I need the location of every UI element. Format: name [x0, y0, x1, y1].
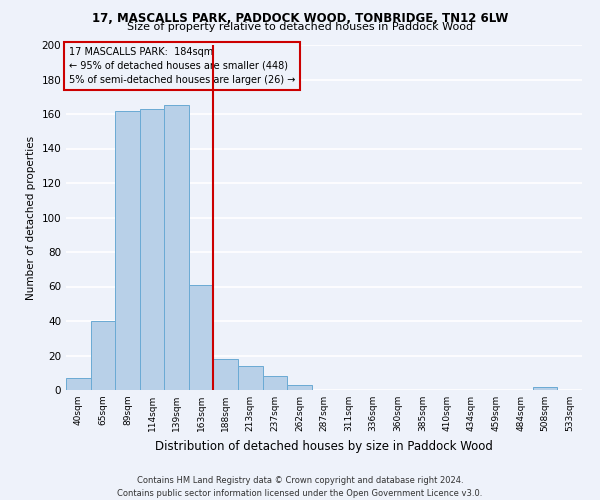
- Bar: [115, 110, 140, 390]
- Bar: [533, 386, 557, 390]
- Text: 17 MASCALLS PARK:  184sqm
← 95% of detached houses are smaller (448)
5% of semi-: 17 MASCALLS PARK: 184sqm ← 95% of detach…: [68, 46, 295, 84]
- Text: 17, MASCALLS PARK, PADDOCK WOOD, TONBRIDGE, TN12 6LW: 17, MASCALLS PARK, PADDOCK WOOD, TONBRID…: [92, 12, 508, 26]
- Bar: [238, 366, 263, 390]
- Bar: [140, 109, 164, 390]
- Bar: [189, 285, 214, 390]
- X-axis label: Distribution of detached houses by size in Paddock Wood: Distribution of detached houses by size …: [155, 440, 493, 452]
- Bar: [263, 376, 287, 390]
- Bar: [164, 106, 189, 390]
- Text: Size of property relative to detached houses in Paddock Wood: Size of property relative to detached ho…: [127, 22, 473, 32]
- Bar: [91, 321, 115, 390]
- Bar: [287, 385, 312, 390]
- Text: Contains HM Land Registry data © Crown copyright and database right 2024.
Contai: Contains HM Land Registry data © Crown c…: [118, 476, 482, 498]
- Bar: [214, 359, 238, 390]
- Bar: [66, 378, 91, 390]
- Y-axis label: Number of detached properties: Number of detached properties: [26, 136, 36, 300]
